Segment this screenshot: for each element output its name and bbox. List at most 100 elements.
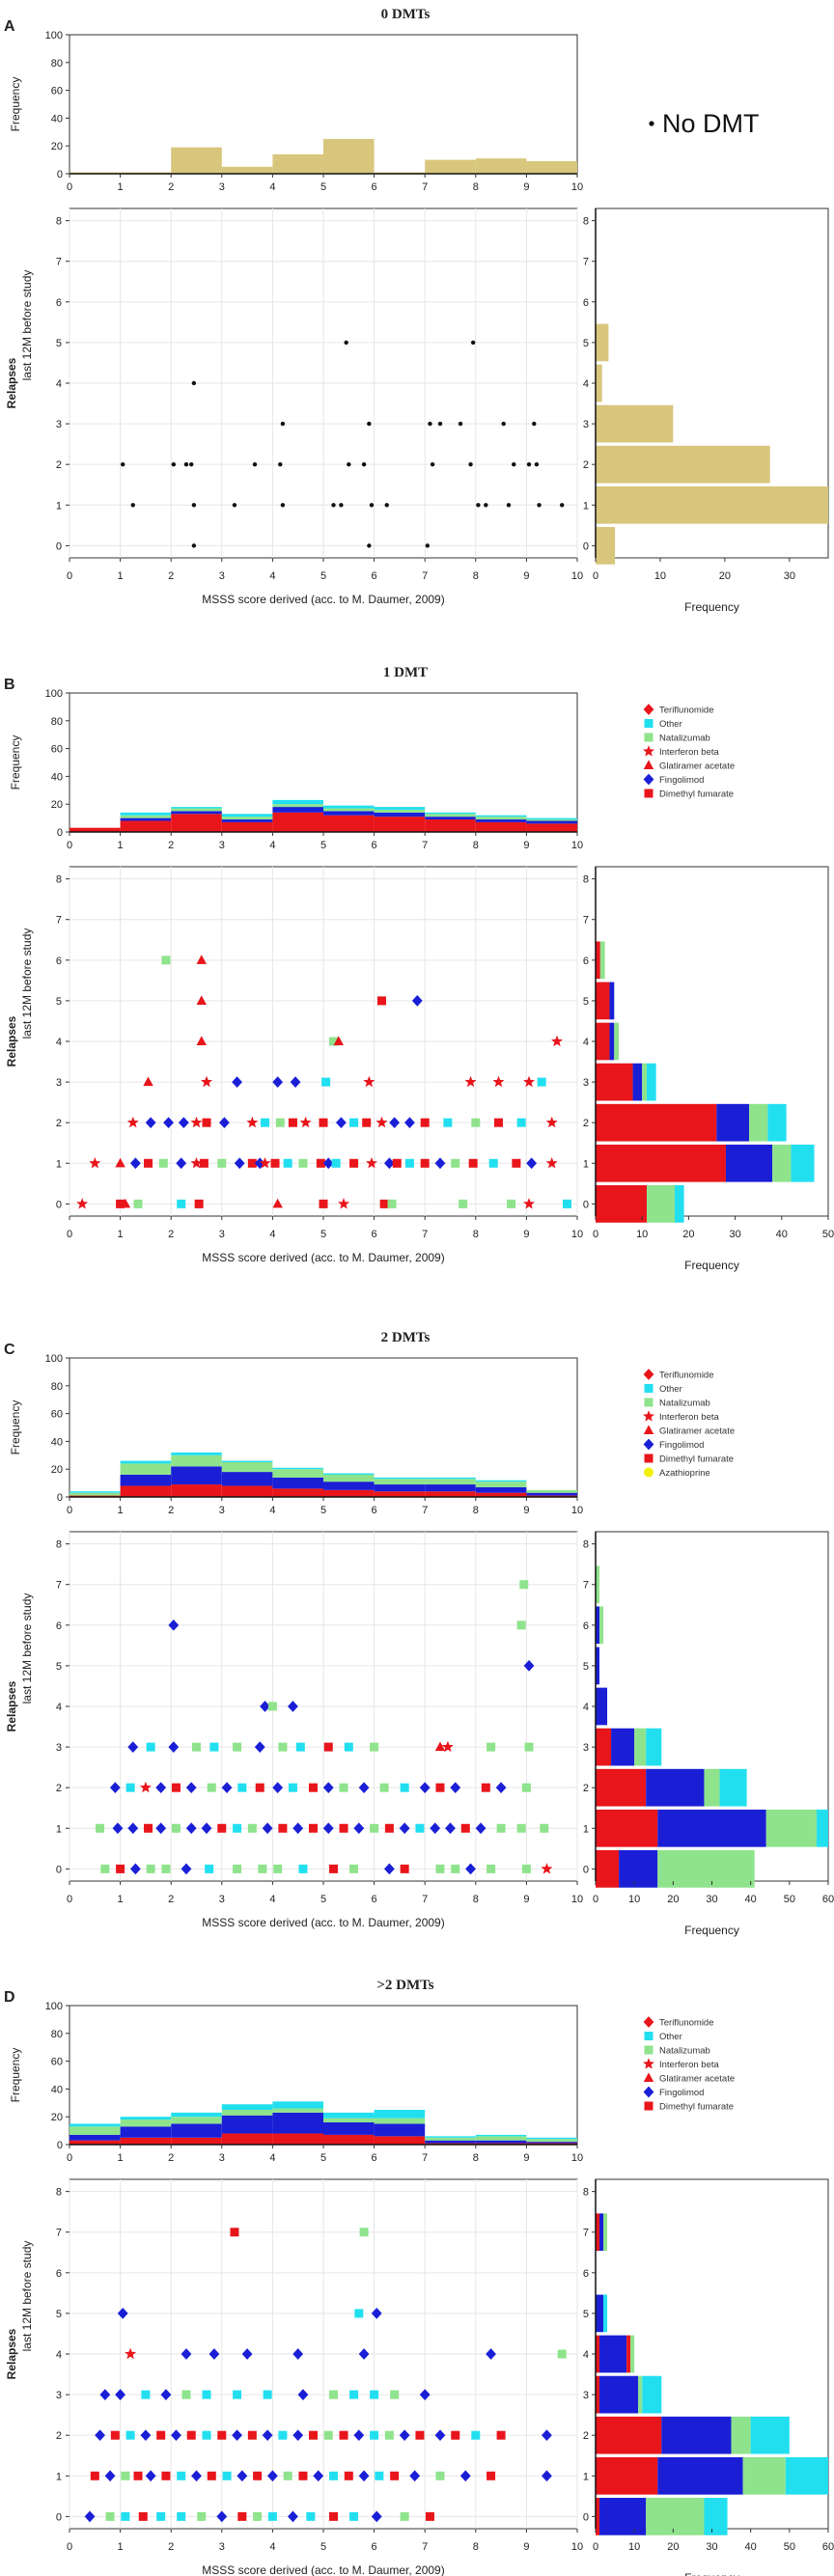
ytick-label: 2 <box>583 1783 589 1794</box>
data-point <box>390 2471 400 2480</box>
hist-bar <box>374 809 426 813</box>
data-point <box>201 1075 212 1088</box>
xtick-label: 7 <box>422 181 428 193</box>
ytick-label: 0 <box>583 2511 589 2523</box>
data-point <box>267 2470 278 2482</box>
data-point <box>526 1157 538 1170</box>
hist-bar <box>596 323 609 362</box>
hist-bar <box>475 1486 527 1493</box>
data-point <box>283 2471 292 2480</box>
data-point <box>298 1158 308 1168</box>
ytick-label: 3 <box>56 1742 62 1754</box>
legend-label: Teriflunomide <box>659 2018 714 2029</box>
xtick-label: 0 <box>67 181 72 193</box>
hist-bar <box>526 1492 577 1496</box>
ytick-label: 5 <box>583 2309 589 2320</box>
data-point <box>331 503 336 508</box>
data-point <box>534 461 540 467</box>
hist-bar <box>599 2335 627 2373</box>
hist-bar <box>596 1809 658 1847</box>
data-point <box>144 1823 153 1833</box>
xtick-label: 0 <box>67 570 72 582</box>
hist-bar <box>272 812 323 832</box>
xtick-label: 8 <box>473 1894 479 1905</box>
xtick-label: 1 <box>118 1505 124 1516</box>
xtick-label: 3 <box>219 181 225 193</box>
top-hist-ylabel: Frequency <box>9 2048 22 2103</box>
legend-label: Other <box>659 1384 682 1395</box>
hist-bar <box>374 2118 426 2124</box>
data-point <box>437 421 443 427</box>
hist-bar <box>120 817 172 821</box>
ytick-label: 0 <box>583 1864 589 1875</box>
panel-title: 0 DMTs <box>381 7 431 22</box>
legend-label: Fingolimod <box>659 775 704 786</box>
hist-bar <box>425 814 476 817</box>
data-point <box>375 2471 384 2480</box>
hist-bar <box>742 2456 786 2495</box>
hist-bar <box>70 1492 121 1496</box>
data-point <box>295 1742 305 1752</box>
data-point <box>133 2471 143 2480</box>
xtick-label: 3 <box>219 1229 225 1240</box>
data-point <box>459 2470 471 2482</box>
hist-bar <box>609 1022 615 1061</box>
data-point <box>232 2429 242 2442</box>
hist-bar <box>596 2294 604 2333</box>
hist-bar <box>599 941 605 980</box>
data-point <box>420 1158 430 1168</box>
xtick-label: 60 <box>822 1894 834 1905</box>
data-point <box>512 461 516 467</box>
xtick-label: 0 <box>593 1894 598 1905</box>
data-point <box>411 995 423 1007</box>
data-point <box>199 1158 208 1168</box>
hist-bar <box>425 819 476 832</box>
hist-bar <box>596 1687 608 1726</box>
hist-bar <box>657 1850 755 1888</box>
legend-label: Dimethyl fumarate <box>659 1454 734 1465</box>
data-point <box>155 1822 167 1835</box>
data-point <box>201 1822 212 1835</box>
data-point <box>99 2389 111 2400</box>
ytick-label: 3 <box>583 1742 589 1754</box>
xtick-label: 3 <box>219 2541 225 2553</box>
hist-bar <box>475 819 527 822</box>
hist-bar <box>596 1606 600 1645</box>
data-point <box>384 1823 394 1833</box>
xtick-label: 8 <box>473 570 479 582</box>
data-point <box>420 1118 430 1127</box>
hist-bar <box>526 820 577 824</box>
hist-bar <box>120 2117 172 2120</box>
ytick-label: 5 <box>56 996 62 1008</box>
scatter-ylabel-sub: last 12M before study <box>20 1593 34 1704</box>
data-point <box>319 1118 328 1127</box>
hist-bar <box>475 158 527 174</box>
data-point <box>435 1783 445 1792</box>
data-point <box>191 503 197 508</box>
xtick-label: 3 <box>219 840 225 851</box>
hist-bar <box>70 2140 121 2145</box>
data-point <box>376 996 386 1006</box>
ytick-label: 7 <box>56 2228 62 2239</box>
data-point <box>297 2389 309 2400</box>
data-point <box>321 1077 331 1087</box>
data-point <box>481 1783 490 1792</box>
data-point <box>273 1864 283 1873</box>
xtick-label: 10 <box>571 2541 583 2553</box>
xtick-label: 7 <box>422 1229 428 1240</box>
hist-bar <box>647 1063 656 1101</box>
hist-bar <box>323 808 375 812</box>
xtick-label: 9 <box>523 1505 529 1516</box>
data-point <box>262 1822 273 1835</box>
xtick-label: 6 <box>372 2541 377 2553</box>
hist-bar <box>374 2110 426 2119</box>
hist-bar <box>704 2498 728 2535</box>
xtick-label: 2 <box>168 570 174 582</box>
legend-marker <box>644 2032 653 2040</box>
scatter-plot: 0 1 2 3 4 5 6 7 8 0 1 2 3 4 5 6 7 8 9 10 MSSS score derived … <box>5 2178 583 2576</box>
data-point <box>197 2511 207 2521</box>
ytick-label: 7 <box>56 257 62 268</box>
data-point <box>428 421 432 427</box>
